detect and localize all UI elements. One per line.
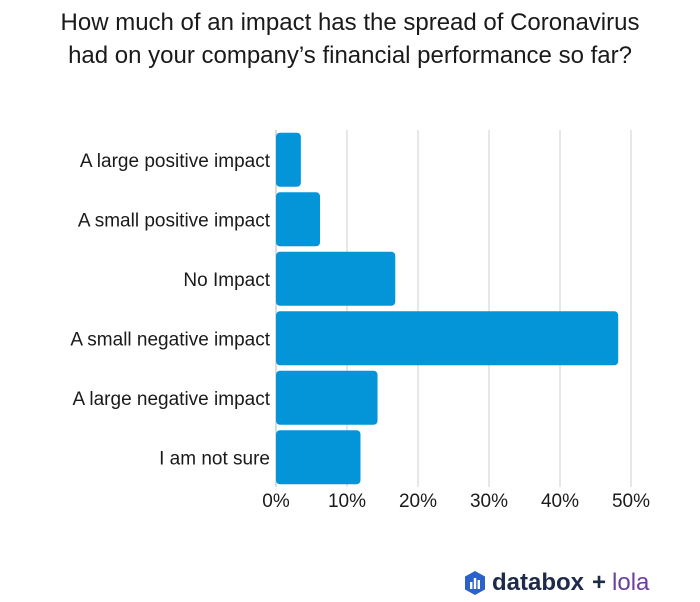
bar (276, 251, 396, 306)
category-label: A small positive impact (78, 210, 271, 231)
x-tick-label: 30% (470, 491, 508, 512)
x-tick-label: 40% (541, 491, 579, 512)
x-tick-label: 20% (399, 491, 437, 512)
x-tick-label: 10% (328, 491, 366, 512)
plus-sign: + (592, 569, 607, 596)
bar-chart: A large positive impact A small positive … (70, 130, 650, 512)
bar (276, 132, 301, 187)
chart-title: How much of an impact has the spread of … (0, 6, 700, 72)
partner-name: lola (612, 569, 650, 596)
bar (276, 192, 321, 247)
category-label: A large positive impact (80, 151, 271, 172)
bar (276, 370, 378, 425)
x-tick-label: 0% (262, 491, 290, 512)
chart-title-line-1: How much of an impact has the spread of … (60, 9, 640, 36)
category-label: A large negative impact (72, 389, 270, 410)
bar (276, 311, 619, 366)
brand-footer: databox + lola (464, 566, 649, 600)
bar (276, 430, 361, 485)
x-tick-label: 50% (612, 491, 650, 512)
chart-title-line-2: had on your company’s financial performa… (68, 42, 632, 69)
brand-name: databox (492, 569, 585, 596)
databox-bars-icon (465, 571, 485, 595)
category-label: No Impact (183, 270, 270, 291)
category-label: A small negative impact (70, 329, 270, 350)
category-label: I am not sure (159, 448, 270, 469)
